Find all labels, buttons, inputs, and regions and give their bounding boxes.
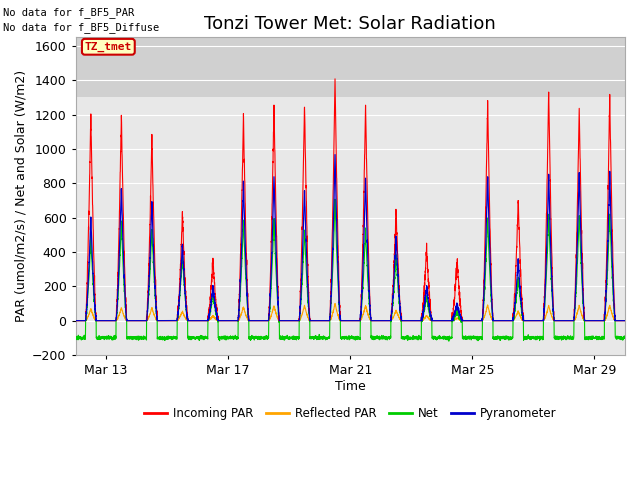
X-axis label: Time: Time (335, 380, 365, 393)
Title: Tonzi Tower Met: Solar Radiation: Tonzi Tower Met: Solar Radiation (204, 15, 496, 33)
Text: No data for f_BF5_PAR: No data for f_BF5_PAR (3, 7, 134, 18)
Text: No data for f_BF5_Diffuse: No data for f_BF5_Diffuse (3, 22, 159, 33)
Legend: Incoming PAR, Reflected PAR, Net, Pyranometer: Incoming PAR, Reflected PAR, Net, Pyrano… (139, 402, 561, 425)
Text: TZ_tmet: TZ_tmet (84, 42, 132, 52)
Y-axis label: PAR (umol/m2/s) / Net and Solar (W/m2): PAR (umol/m2/s) / Net and Solar (W/m2) (15, 70, 28, 322)
Bar (76, 37, 625, 97)
